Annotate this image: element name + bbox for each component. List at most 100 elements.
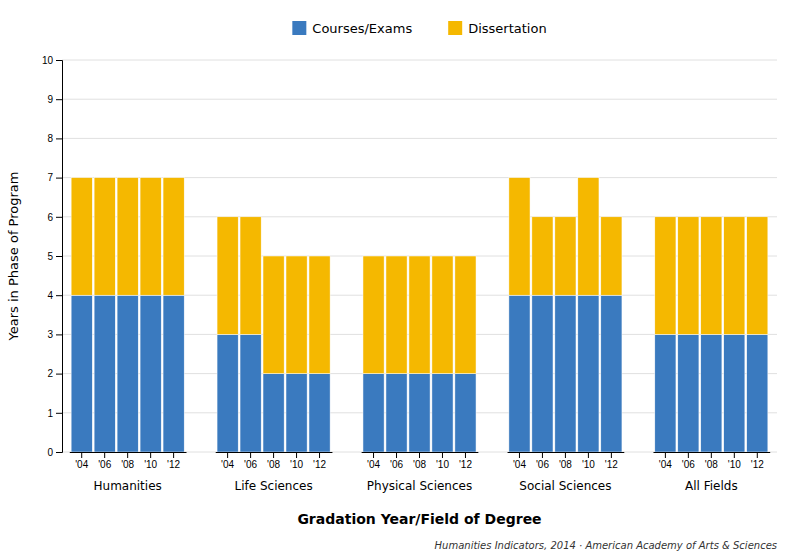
tick: 7 <box>47 172 62 183</box>
tick-mark <box>273 452 274 458</box>
tick-label: 0 <box>47 447 53 458</box>
tick-label: '12 <box>167 459 180 470</box>
bar <box>309 374 330 452</box>
tick-mark <box>56 452 62 453</box>
axis-domain <box>56 61 63 453</box>
tick-mark <box>104 452 105 458</box>
tick-mark <box>519 452 520 458</box>
legend-item: Courses/Exams <box>292 21 412 36</box>
tick-mark <box>250 452 251 458</box>
tick-label: '06 <box>98 459 111 470</box>
legend-label: Courses/Exams <box>312 21 412 36</box>
tick-mark <box>56 295 62 296</box>
tick-mark <box>565 452 566 458</box>
tick-label: '10 <box>728 459 741 470</box>
bar <box>263 374 284 452</box>
bar <box>747 217 768 335</box>
annotation: Humanities Indicators, 2014 · American A… <box>435 540 777 551</box>
bars <box>71 178 768 452</box>
tick-label: '08 <box>267 459 280 470</box>
tick-label: '04 <box>513 459 526 470</box>
series <box>71 178 768 374</box>
x-axis: '04'06'08'10'12 <box>653 452 770 470</box>
bar <box>432 256 453 374</box>
bar <box>409 256 430 374</box>
bar <box>509 178 530 296</box>
legend-item: Dissertation <box>448 21 546 36</box>
tick: '06 <box>244 452 257 470</box>
tick-label: '10 <box>436 459 449 470</box>
bar <box>117 295 138 452</box>
tick-label: '08 <box>413 459 426 470</box>
x-axis: '04'06'08'10'12 <box>508 452 625 470</box>
tick-mark <box>56 334 62 335</box>
tick-mark <box>56 374 62 375</box>
tick-mark <box>296 452 297 458</box>
tick-mark <box>373 452 374 458</box>
bar <box>286 374 307 452</box>
bar <box>71 178 92 296</box>
tick: '12 <box>459 452 472 470</box>
tick-mark <box>56 60 62 61</box>
tick-mark <box>56 256 62 257</box>
bar <box>217 217 238 335</box>
tick-label: 7 <box>47 172 53 183</box>
tick: '06 <box>98 452 111 470</box>
bar <box>601 295 622 452</box>
tick-label: '04 <box>659 459 672 470</box>
tick-mark <box>150 452 151 458</box>
tick-mark <box>127 452 128 458</box>
x-axis-title: Gradation Year/Field of Degree <box>297 511 541 527</box>
tick-mark <box>396 452 397 458</box>
tick: '04 <box>75 452 88 470</box>
x-axis: '04'06'08'10'12 <box>362 452 479 470</box>
bar <box>140 295 161 452</box>
bar <box>240 334 261 452</box>
tick-mark <box>611 452 612 458</box>
tick-label: '10 <box>290 459 303 470</box>
tick: '12 <box>751 452 764 470</box>
grid-line <box>62 60 777 61</box>
bar <box>578 178 599 296</box>
tick: 6 <box>47 212 62 223</box>
tick-label: 10 <box>42 55 54 66</box>
tick-label: '08 <box>559 459 572 470</box>
tick: '06 <box>536 452 549 470</box>
tick: '08 <box>559 452 572 470</box>
tick-label: '04 <box>221 459 234 470</box>
tick-mark <box>81 452 82 458</box>
group-label: Life Sciences <box>234 479 312 493</box>
tick-mark <box>465 452 466 458</box>
tick-mark <box>757 452 758 458</box>
tick-label: 5 <box>47 251 53 262</box>
bar <box>409 374 430 452</box>
tick-label: '12 <box>605 459 618 470</box>
tick: '08 <box>267 452 280 470</box>
bar <box>117 178 138 296</box>
tick-label: 1 <box>47 408 53 419</box>
tick-label: '04 <box>75 459 88 470</box>
plot: 012345678910'04'06'08'10'12Humanities'04… <box>42 55 777 493</box>
tick-label: 9 <box>47 94 53 105</box>
tick: '10 <box>290 452 303 470</box>
tick: '08 <box>413 452 426 470</box>
tick-mark <box>442 452 443 458</box>
y-axis-title: Years in Phase of Program <box>6 172 21 342</box>
bar <box>678 334 699 452</box>
tick-mark <box>319 452 320 458</box>
grid-line <box>62 138 777 139</box>
group-label: Social Sciences <box>519 479 611 493</box>
tick: '04 <box>513 452 526 470</box>
tick: '06 <box>682 452 695 470</box>
tick-label: 8 <box>47 133 53 144</box>
tick: '10 <box>436 452 449 470</box>
legend-swatch <box>292 21 306 35</box>
tick-label: '04 <box>367 459 380 470</box>
bar <box>747 334 768 452</box>
tick: 10 <box>42 55 62 66</box>
bar <box>386 374 407 452</box>
grid <box>62 60 777 452</box>
tick-mark <box>588 452 589 458</box>
bar <box>309 256 330 374</box>
tick: 8 <box>47 133 62 144</box>
